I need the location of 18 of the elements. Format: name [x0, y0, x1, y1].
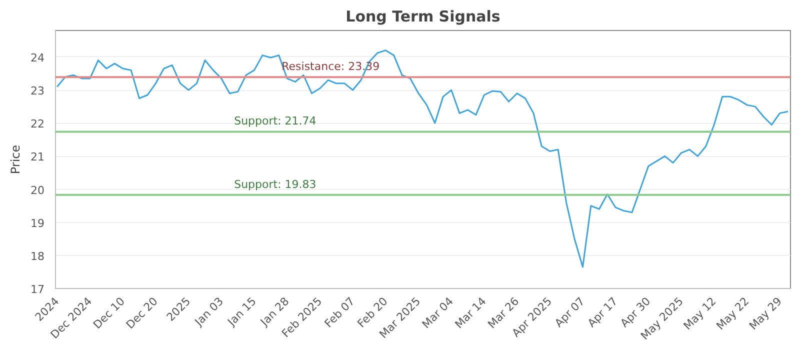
x-tick-label: Feb 07: [322, 294, 358, 330]
y-axis-title: Price: [8, 144, 23, 174]
line-series: [56, 50, 789, 268]
x-tick-label: Apr 17: [585, 294, 620, 330]
y-tick-label: 18: [30, 250, 45, 263]
y-tick-label: 23: [30, 84, 45, 98]
x-tick-label: Apr 07: [552, 294, 588, 330]
x-tick-label: Jan 03: [192, 294, 226, 330]
y-tick-label: 21: [30, 150, 45, 164]
y-tick-label: 24: [30, 51, 45, 64]
y-tick-label: 20: [30, 184, 45, 197]
ref-line-label: Support: 21.74: [234, 114, 316, 128]
y-tick-label: 17: [30, 283, 45, 296]
ref-line-label: Support: 19.83: [234, 178, 316, 191]
x-tick-label: Jan 15: [224, 294, 259, 330]
y-tick-label: 19: [30, 216, 45, 230]
chart-title: Long Term Signals: [346, 8, 500, 26]
y-tick-label: 22: [30, 118, 45, 131]
